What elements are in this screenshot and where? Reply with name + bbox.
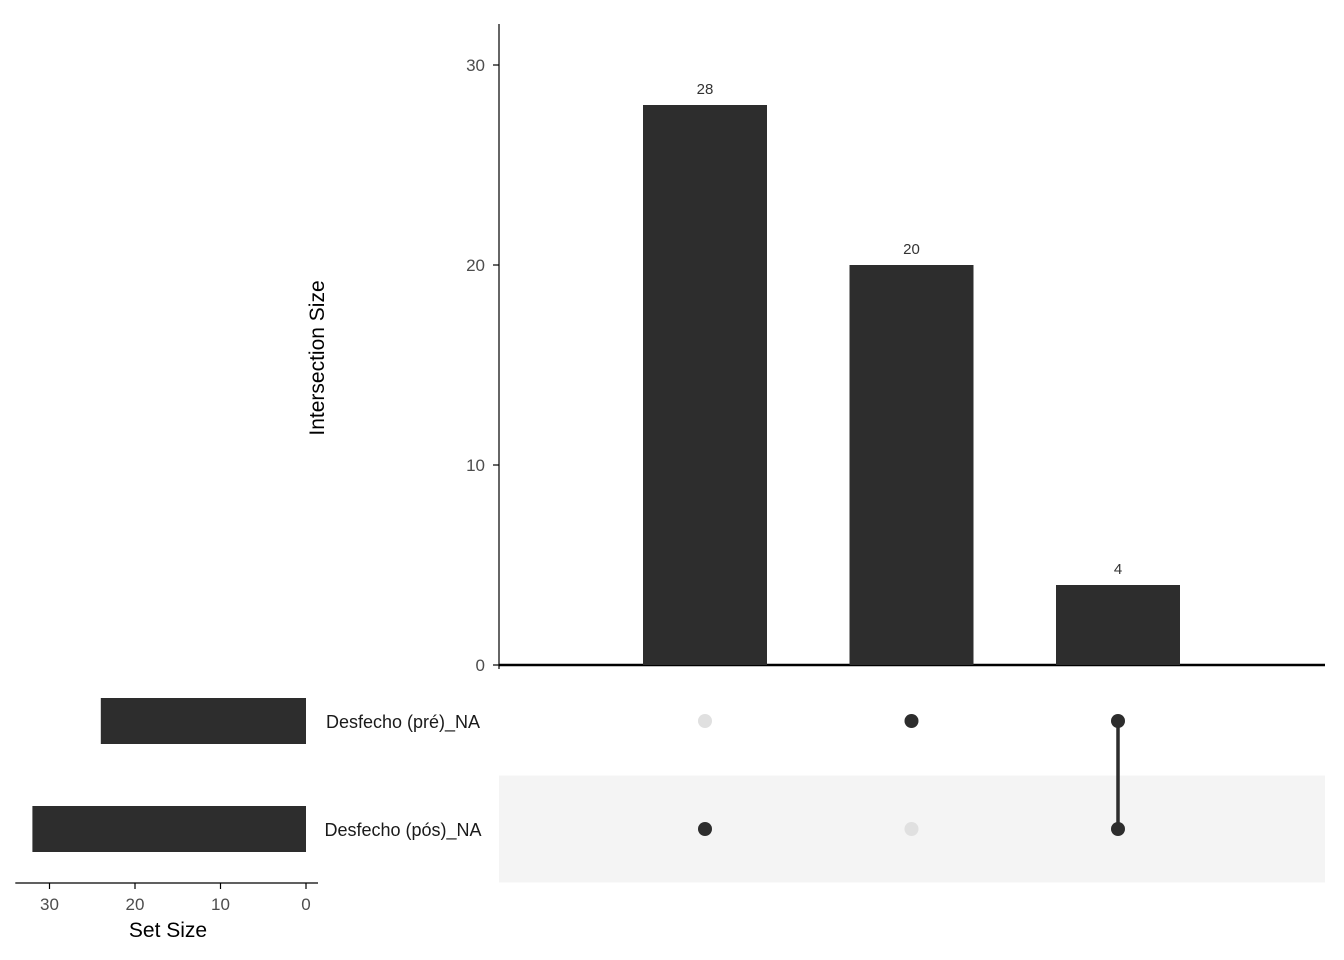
y-tick-label: 30 bbox=[466, 56, 485, 75]
y-tick-label: 0 bbox=[476, 656, 485, 675]
matrix-dot-inactive bbox=[904, 822, 919, 836]
set-size-tick-label: 0 bbox=[301, 895, 310, 914]
set-label: Desfecho (pré)_NA bbox=[326, 712, 480, 733]
set-size-tick-label: 10 bbox=[211, 895, 230, 914]
bar-value-label: 28 bbox=[697, 81, 714, 98]
matrix-dot-active bbox=[904, 714, 919, 728]
set-size-bars bbox=[32, 698, 307, 852]
matrix-dot-inactive bbox=[698, 714, 712, 728]
intersection-bar bbox=[643, 105, 767, 665]
intersection-bar bbox=[1056, 585, 1180, 665]
bar-value-label: 4 bbox=[1114, 561, 1122, 578]
set-size-tick-label: 20 bbox=[126, 895, 145, 914]
y-tick-label: 20 bbox=[466, 256, 485, 275]
y-axis-title: Intersection Size bbox=[306, 280, 329, 435]
intersection-matrix bbox=[698, 714, 1125, 836]
set-labels: Desfecho (pré)_NA Desfecho (pós)_NA bbox=[324, 712, 481, 841]
set-label: Desfecho (pós)_NA bbox=[324, 820, 481, 841]
matrix-dot-active bbox=[1111, 714, 1125, 728]
y-tick-label: 10 bbox=[466, 456, 485, 475]
set-size-bar bbox=[100, 698, 306, 744]
intersection-bars: 28 20 4 bbox=[643, 81, 1180, 665]
intersection-bar bbox=[849, 265, 974, 665]
set-size-bar bbox=[32, 806, 307, 852]
bar-value-label: 20 bbox=[903, 241, 920, 258]
set-size-tick-label: 30 bbox=[40, 895, 59, 914]
matrix-dot-active bbox=[698, 822, 712, 836]
set-size-axis: 30 20 10 0 bbox=[15, 882, 318, 914]
matrix-dot-active bbox=[1111, 822, 1125, 836]
set-size-axis-title: Set Size bbox=[129, 919, 207, 942]
